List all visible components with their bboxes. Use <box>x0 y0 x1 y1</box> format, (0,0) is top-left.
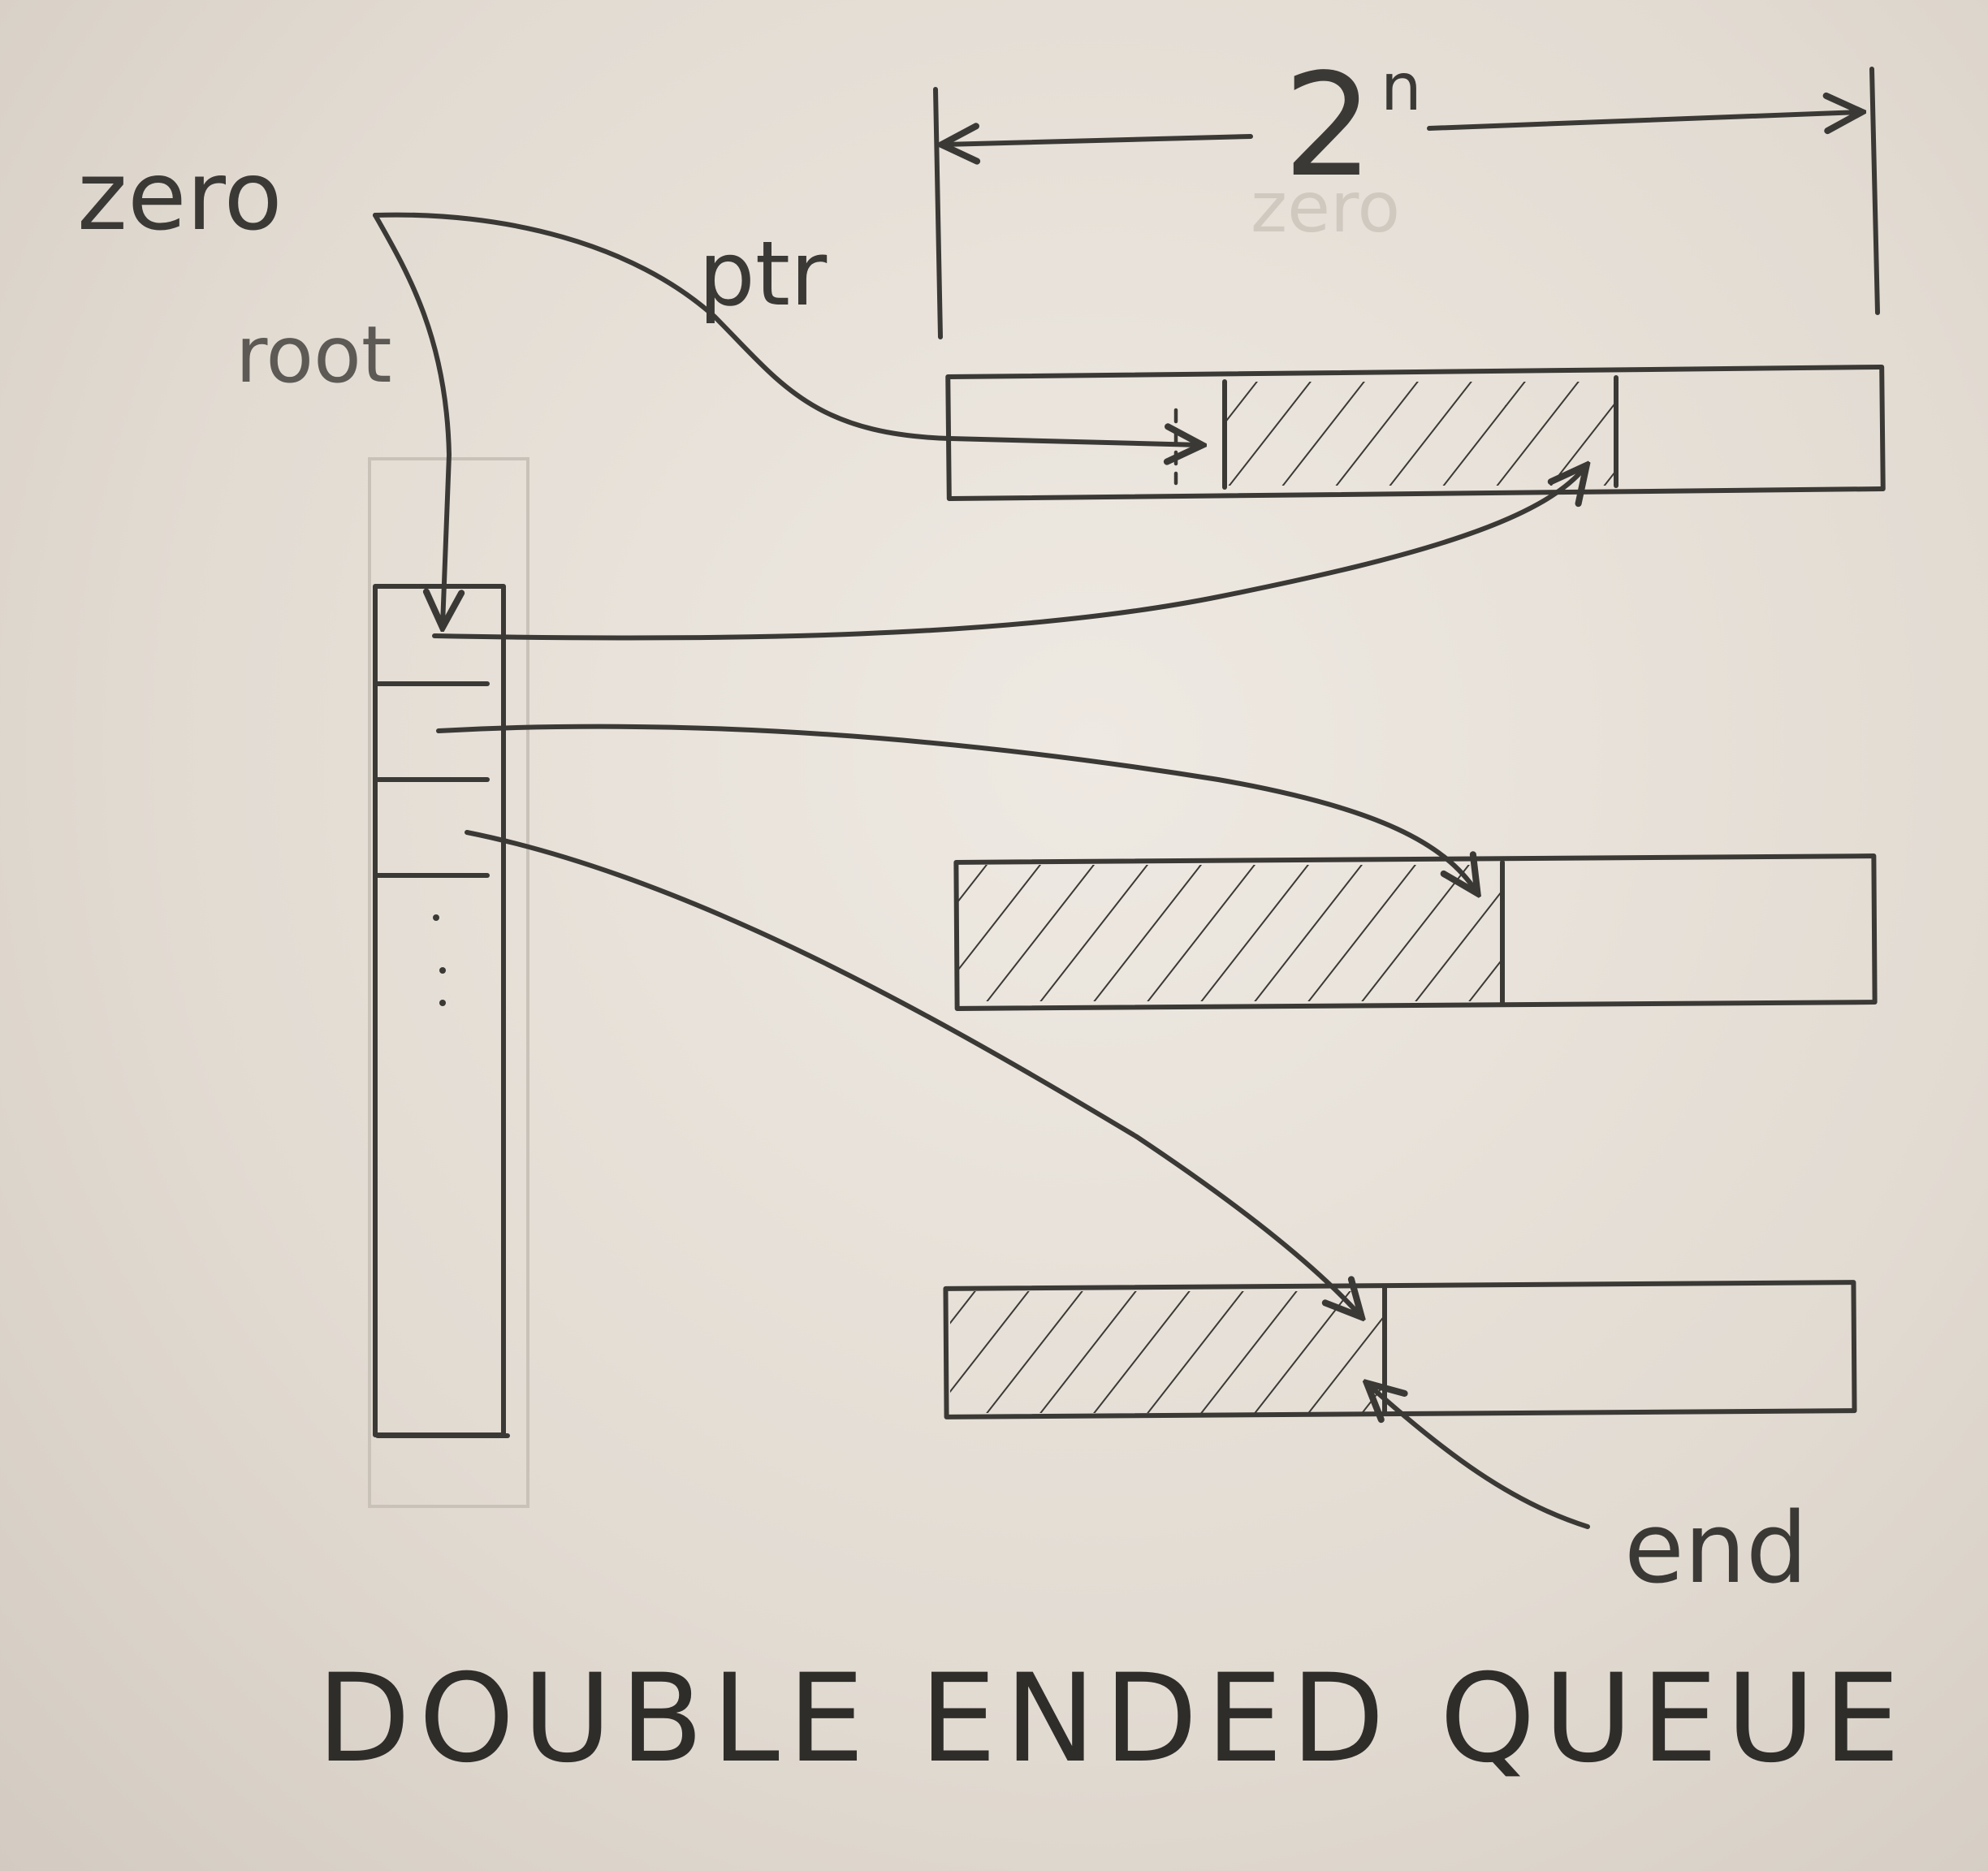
ellipsis-dot-2 <box>439 967 446 974</box>
ghost-zero-text: zero <box>1251 167 1400 248</box>
dimension-left-arrow <box>944 136 1253 145</box>
root-column-outline <box>373 584 506 1437</box>
dimension-right-arrow <box>1427 112 1860 128</box>
block-1-filled-region <box>1225 382 1614 486</box>
ellipsis-dot-1 <box>433 914 439 921</box>
block-1 <box>945 364 1886 502</box>
size-base-label: 2 <box>1283 44 1373 209</box>
ptr-label: ptr <box>698 222 828 326</box>
ptr-arrow <box>373 212 1200 445</box>
root-arrow <box>373 213 449 625</box>
root-to-block-2-end-arrow <box>436 724 1476 892</box>
ellipsis-dot-3 <box>439 1000 446 1006</box>
end-label: end <box>1624 1493 1808 1605</box>
block-2-outline <box>953 853 1878 1011</box>
root-column <box>373 584 510 1438</box>
root-to-block-1-end-arrow <box>432 467 1585 641</box>
size-dimension <box>933 67 1880 339</box>
zero-label: zero <box>77 140 283 252</box>
dimension-right-tick <box>1869 67 1880 315</box>
root-to-block-3-end-arrow <box>465 830 1360 1316</box>
dimension-left-tick <box>933 87 943 339</box>
block-2-filled-region <box>958 865 1501 1001</box>
end-arrow <box>1368 1385 1590 1529</box>
block-2 <box>953 853 1878 1011</box>
root-label: root <box>236 309 391 400</box>
size-exponent-label: n <box>1381 50 1422 125</box>
block-3-filled-region <box>950 1291 1385 1413</box>
block-3 <box>943 1280 1857 1419</box>
diagram-title: DOUBLE ENDED QUEUE <box>317 1648 1908 1790</box>
